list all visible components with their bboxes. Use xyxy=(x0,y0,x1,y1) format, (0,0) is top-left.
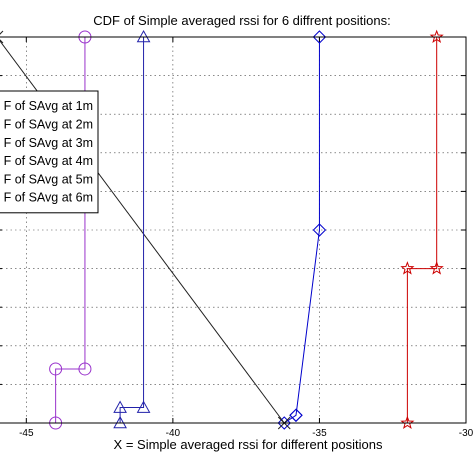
diamond-marker xyxy=(289,408,303,422)
legend-entry: F of SAvg at 3m xyxy=(4,136,93,150)
star-marker xyxy=(400,261,415,275)
plot-frame xyxy=(0,36,467,424)
triangle-marker xyxy=(136,29,151,43)
x-axis-label: X = Simple averaged rssi for different p… xyxy=(114,437,383,452)
circle-marker xyxy=(78,362,92,376)
star-marker xyxy=(429,29,444,44)
diamond-marker xyxy=(312,223,327,237)
diamond-marker xyxy=(312,30,327,44)
series-line-1 xyxy=(406,37,438,423)
legend-entry: F of SAvg at 5m xyxy=(4,172,93,186)
x-marker-stroke xyxy=(0,30,4,35)
star-marker xyxy=(400,415,415,430)
x-tick-label: -45 xyxy=(19,428,34,439)
triangle-marker xyxy=(113,415,127,429)
x-axis-ticks: -45 -40 -35 -30 xyxy=(19,37,474,439)
series-line-4 xyxy=(119,37,145,423)
x-marker-stroke xyxy=(0,39,4,44)
triangle-marker xyxy=(113,400,127,413)
legend-entry: F of SAvg at 2m xyxy=(4,117,93,131)
legend: F of SAvg at 1m F of SAvg at 2m F of SAvg … xyxy=(0,90,99,214)
x-tick-label: -40 xyxy=(166,428,181,439)
star-marker xyxy=(429,261,444,275)
legend-entry: F of SAvg at 6m xyxy=(4,191,93,205)
legend-entry: F of SAvg at 1m xyxy=(4,99,93,113)
x-tick-label: -30 xyxy=(459,428,474,439)
x-marker xyxy=(0,30,4,44)
legend-box xyxy=(0,90,99,214)
diamond-marker xyxy=(277,416,291,430)
chart-title: CDF of Simple averaged rssi for 6 diffre… xyxy=(93,13,390,28)
x-tick-label: -35 xyxy=(312,428,327,439)
legend-entry: F of SAvg at 4m xyxy=(4,154,93,168)
series-line-2 xyxy=(283,37,320,424)
triangle-marker xyxy=(136,400,151,413)
circle-marker xyxy=(49,362,63,376)
